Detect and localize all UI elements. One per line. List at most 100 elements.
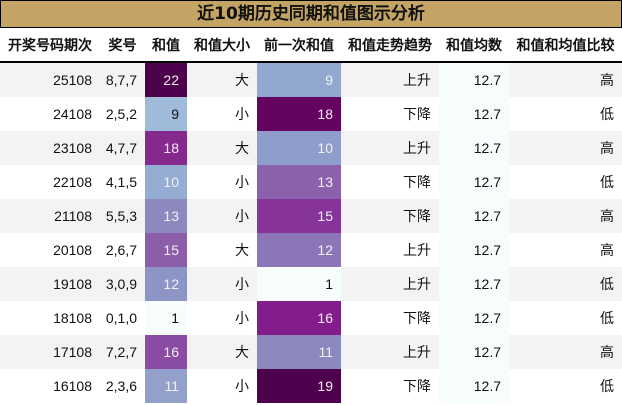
compare-cell: 高 — [509, 199, 622, 233]
compare-cell: 高 — [509, 233, 622, 267]
trend-cell: 下降 — [341, 97, 439, 131]
compare-cell: 低 — [509, 165, 622, 199]
trend-cell: 上升 — [341, 233, 439, 267]
trend-cell: 下降 — [341, 199, 439, 233]
numbers-cell: 3,0,9 — [100, 267, 145, 301]
prev-sum-cell: 16 — [257, 301, 341, 335]
numbers-cell: 8,7,7 — [100, 62, 145, 97]
period-cell: 22108 — [0, 165, 100, 199]
prev-sum-cell: 11 — [257, 335, 341, 369]
numbers-cell: 2,6,7 — [100, 233, 145, 267]
prev-sum-cell: 10 — [257, 131, 341, 165]
sum-size-cell: 小 — [187, 301, 257, 335]
sum-cell: 18 — [145, 131, 187, 165]
table-row: 16108 2,3,6 11 小 19 下降 12.7 低 — [0, 369, 622, 403]
numbers-cell: 4,7,7 — [100, 131, 145, 165]
trend-cell: 上升 — [341, 131, 439, 165]
trend-cell: 下降 — [341, 369, 439, 403]
table-title: 近10期历史同期和值图示分析 — [0, 0, 622, 28]
header-mean: 和值均数 — [439, 28, 509, 63]
sum-cell: 11 — [145, 369, 187, 403]
trend-cell: 上升 — [341, 62, 439, 97]
mean-cell: 12.7 — [439, 131, 509, 165]
sum-cell: 15 — [145, 233, 187, 267]
table-row: 23108 4,7,7 18 大 10 上升 12.7 高 — [0, 131, 622, 165]
sum-cell: 12 — [145, 267, 187, 301]
sum-size-cell: 小 — [187, 199, 257, 233]
period-cell: 18108 — [0, 301, 100, 335]
compare-cell: 高 — [509, 335, 622, 369]
sum-size-cell: 大 — [187, 335, 257, 369]
table-row: 25108 8,7,7 22 大 9 上升 12.7 高 — [0, 62, 622, 97]
sum-size-cell: 大 — [187, 62, 257, 97]
mean-cell: 12.7 — [439, 199, 509, 233]
numbers-cell: 0,1,0 — [100, 301, 145, 335]
header-numbers: 奖号 — [100, 28, 145, 63]
header-prev-sum: 前一次和值 — [257, 28, 341, 63]
prev-sum-cell: 12 — [257, 233, 341, 267]
compare-cell: 低 — [509, 97, 622, 131]
numbers-cell: 7,2,7 — [100, 335, 145, 369]
period-cell: 23108 — [0, 131, 100, 165]
sum-cell: 22 — [145, 62, 187, 97]
numbers-cell: 2,3,6 — [100, 369, 145, 403]
sum-cell: 16 — [145, 335, 187, 369]
sum-size-cell: 小 — [187, 97, 257, 131]
trend-cell: 上升 — [341, 335, 439, 369]
prev-sum-cell: 13 — [257, 165, 341, 199]
sum-cell: 10 — [145, 165, 187, 199]
mean-cell: 12.7 — [439, 335, 509, 369]
header-row: 开奖号码期次 奖号 和值 和值大小 前一次和值 和值走势趋势 和值均数 和值和均… — [0, 28, 622, 63]
sum-cell: 13 — [145, 199, 187, 233]
table-row: 17108 7,2,7 16 大 11 上升 12.7 高 — [0, 335, 622, 369]
sum-size-cell: 小 — [187, 267, 257, 301]
compare-cell: 低 — [509, 267, 622, 301]
numbers-cell: 2,5,2 — [100, 97, 145, 131]
numbers-cell: 5,5,3 — [100, 199, 145, 233]
table-row: 18108 0,1,0 1 小 16 下降 12.7 低 — [0, 301, 622, 335]
mean-cell: 12.7 — [439, 233, 509, 267]
prev-sum-cell: 1 — [257, 267, 341, 301]
compare-cell: 高 — [509, 131, 622, 165]
period-cell: 24108 — [0, 97, 100, 131]
sum-size-cell: 小 — [187, 165, 257, 199]
header-sum-size: 和值大小 — [187, 28, 257, 63]
trend-cell: 下降 — [341, 301, 439, 335]
header-period: 开奖号码期次 — [0, 28, 100, 63]
period-cell: 21108 — [0, 199, 100, 233]
prev-sum-cell: 18 — [257, 97, 341, 131]
trend-cell: 下降 — [341, 165, 439, 199]
mean-cell: 12.7 — [439, 301, 509, 335]
table-row: 22108 4,1,5 10 小 13 下降 12.7 低 — [0, 165, 622, 199]
sum-size-cell: 大 — [187, 131, 257, 165]
period-cell: 19108 — [0, 267, 100, 301]
period-cell: 20108 — [0, 233, 100, 267]
table-row: 21108 5,5,3 13 小 15 下降 12.7 高 — [0, 199, 622, 233]
mean-cell: 12.7 — [439, 267, 509, 301]
period-cell: 25108 — [0, 62, 100, 97]
sum-cell: 9 — [145, 97, 187, 131]
trend-cell: 上升 — [341, 267, 439, 301]
sum-cell: 1 — [145, 301, 187, 335]
table-row: 24108 2,5,2 9 小 18 下降 12.7 低 — [0, 97, 622, 131]
numbers-cell: 4,1,5 — [100, 165, 145, 199]
header-sum: 和值 — [145, 28, 187, 63]
compare-cell: 高 — [509, 62, 622, 97]
compare-cell: 低 — [509, 301, 622, 335]
period-cell: 17108 — [0, 335, 100, 369]
compare-cell: 低 — [509, 369, 622, 403]
table-row: 19108 3,0,9 12 小 1 上升 12.7 低 — [0, 267, 622, 301]
prev-sum-cell: 9 — [257, 62, 341, 97]
mean-cell: 12.7 — [439, 165, 509, 199]
period-cell: 16108 — [0, 369, 100, 403]
table-body: 25108 8,7,7 22 大 9 上升 12.7 高 24108 2,5,2 9 小 18 下降 12.… — [0, 62, 622, 403]
sum-size-cell: 大 — [187, 233, 257, 267]
sum-analysis-table: 开奖号码期次 奖号 和值 和值大小 前一次和值 和值走势趋势 和值均数 和值和均… — [0, 28, 622, 403]
mean-cell: 12.7 — [439, 369, 509, 403]
sum-size-cell: 小 — [187, 369, 257, 403]
header-compare: 和值和均值比较 — [509, 28, 622, 63]
prev-sum-cell: 15 — [257, 199, 341, 233]
prev-sum-cell: 19 — [257, 369, 341, 403]
header-trend: 和值走势趋势 — [341, 28, 439, 63]
